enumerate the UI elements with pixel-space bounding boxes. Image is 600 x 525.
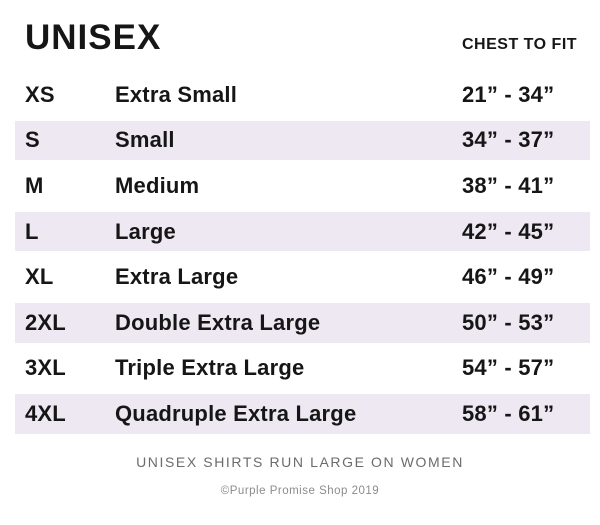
fit-note: UNISEX SHIRTS RUN LARGE ON WOMEN (136, 453, 464, 470)
table-row: 3XL Triple Extra Large 54” - 57” (15, 346, 590, 392)
chart-title: UNISEX (25, 18, 162, 57)
size-code-cell: M (25, 172, 44, 198)
chest-range-cell: 50” - 53” (462, 309, 555, 335)
size-name-cell: Large (115, 218, 176, 244)
size-code-cell: XL (25, 264, 54, 290)
size-chart-header: UNISEX CHEST TO FIT (15, 0, 590, 72)
chest-range-cell: 54” - 57” (462, 355, 555, 381)
copyright-text: ©Purple Promise Shop 2019 (220, 484, 380, 497)
chest-range-cell: 34” - 37” (462, 127, 555, 153)
chest-range-cell: 58” - 61” (462, 400, 555, 426)
chest-range-cell: 21” - 34” (462, 81, 555, 107)
table-row: 4XL Quadruple Extra Large 58” - 61” (15, 391, 590, 437)
table-row: XS Extra Small 21” - 34” (15, 72, 590, 118)
size-table: XS Extra Small 21” - 34” S Small 34” - 3… (15, 72, 590, 437)
size-name-cell: Medium (115, 172, 200, 198)
table-row: S Small 34” - 37” (15, 118, 590, 164)
size-name-cell: Quadruple Extra Large (115, 400, 357, 426)
size-code-cell: 3XL (25, 355, 66, 381)
table-row: 2XL Double Extra Large 50” - 53” (15, 300, 590, 346)
chest-range-cell: 38” - 41” (462, 172, 555, 198)
table-row: L Large 42” - 45” (15, 209, 590, 255)
size-code-cell: 4XL (25, 400, 66, 426)
table-row: XL Extra Large 46” - 49” (15, 254, 590, 300)
size-code-cell: XS (25, 81, 55, 107)
size-code-cell: L (25, 218, 39, 244)
chest-range-cell: 46” - 49” (462, 264, 555, 290)
size-name-cell: Triple Extra Large (115, 355, 305, 381)
chest-to-fit-column-label: CHEST TO FIT (462, 36, 578, 53)
size-code-cell: S (25, 127, 40, 153)
size-name-cell: Double Extra Large (115, 309, 321, 335)
size-name-cell: Small (115, 127, 175, 153)
table-row: M Medium 38” - 41” (15, 163, 590, 209)
size-name-cell: Extra Small (115, 81, 238, 107)
size-name-cell: Extra Large (115, 264, 239, 290)
size-code-cell: 2XL (25, 309, 66, 335)
chest-range-cell: 42” - 45” (462, 218, 555, 244)
